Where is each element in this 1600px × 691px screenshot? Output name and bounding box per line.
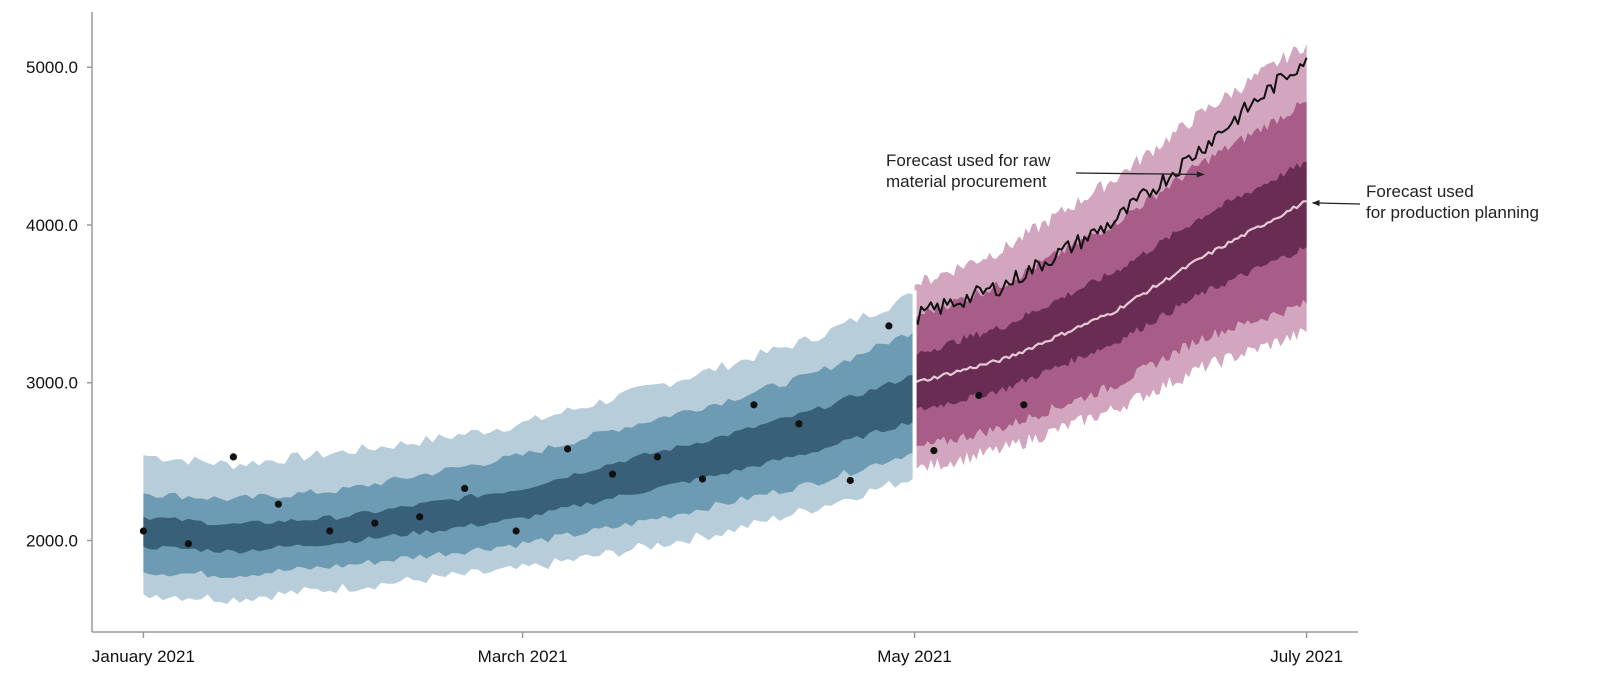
y-tick-label: 4000.0 xyxy=(26,216,78,235)
history-mid-band xyxy=(143,330,915,579)
observed-point xyxy=(885,322,893,330)
observed-point xyxy=(229,453,237,461)
y-tick-label: 2000.0 xyxy=(26,531,78,550)
observed-point xyxy=(184,540,192,548)
history-inner-band xyxy=(143,374,915,554)
annotation-arrow xyxy=(1311,199,1361,207)
observed-point xyxy=(698,475,707,483)
observed-point xyxy=(371,519,379,527)
annotation-text: Forecast used xyxy=(1366,182,1474,201)
observed-point xyxy=(608,470,617,478)
forecast-upper-line xyxy=(913,57,1308,325)
observed-point xyxy=(975,391,983,399)
y-tick-label: 3000.0 xyxy=(26,374,78,393)
observed-point xyxy=(750,401,758,409)
forecast-median-line xyxy=(914,200,1307,384)
observed-point xyxy=(512,527,520,535)
observed-point xyxy=(461,484,469,492)
observed-point xyxy=(846,476,854,485)
x-tick-label: January 2021 xyxy=(92,647,195,666)
axes: 2000.0 3000.0 4000.0 5000.0 January 2021 Marc… xyxy=(26,12,1358,666)
forecast-bands xyxy=(913,43,1308,471)
y-tick-label: 5000.0 xyxy=(26,58,78,77)
observed-point xyxy=(564,445,572,453)
observed-point xyxy=(274,500,282,508)
observed-points xyxy=(139,322,1028,548)
observed-point xyxy=(653,453,662,461)
x-tick-label: March 2021 xyxy=(478,647,568,666)
annotation-arrow xyxy=(1075,171,1205,178)
observed-point xyxy=(326,527,334,535)
annotation-text: Forecast used for raw xyxy=(886,151,1051,170)
observed-point xyxy=(795,420,803,428)
x-tick-label: May 2021 xyxy=(877,647,952,666)
forecast-inner-band xyxy=(914,161,1307,412)
observed-point xyxy=(930,447,938,455)
observed-point xyxy=(1020,401,1028,409)
annotation-text: material procurement xyxy=(886,172,1047,191)
history-bands xyxy=(143,293,915,604)
observed-point xyxy=(416,513,424,521)
observed-point xyxy=(139,527,147,535)
annotation-text: for production planning xyxy=(1366,203,1539,222)
annotations: Forecast used for raw material procuremen… xyxy=(886,151,1539,222)
x-tick-label: July 2021 xyxy=(1270,647,1343,666)
